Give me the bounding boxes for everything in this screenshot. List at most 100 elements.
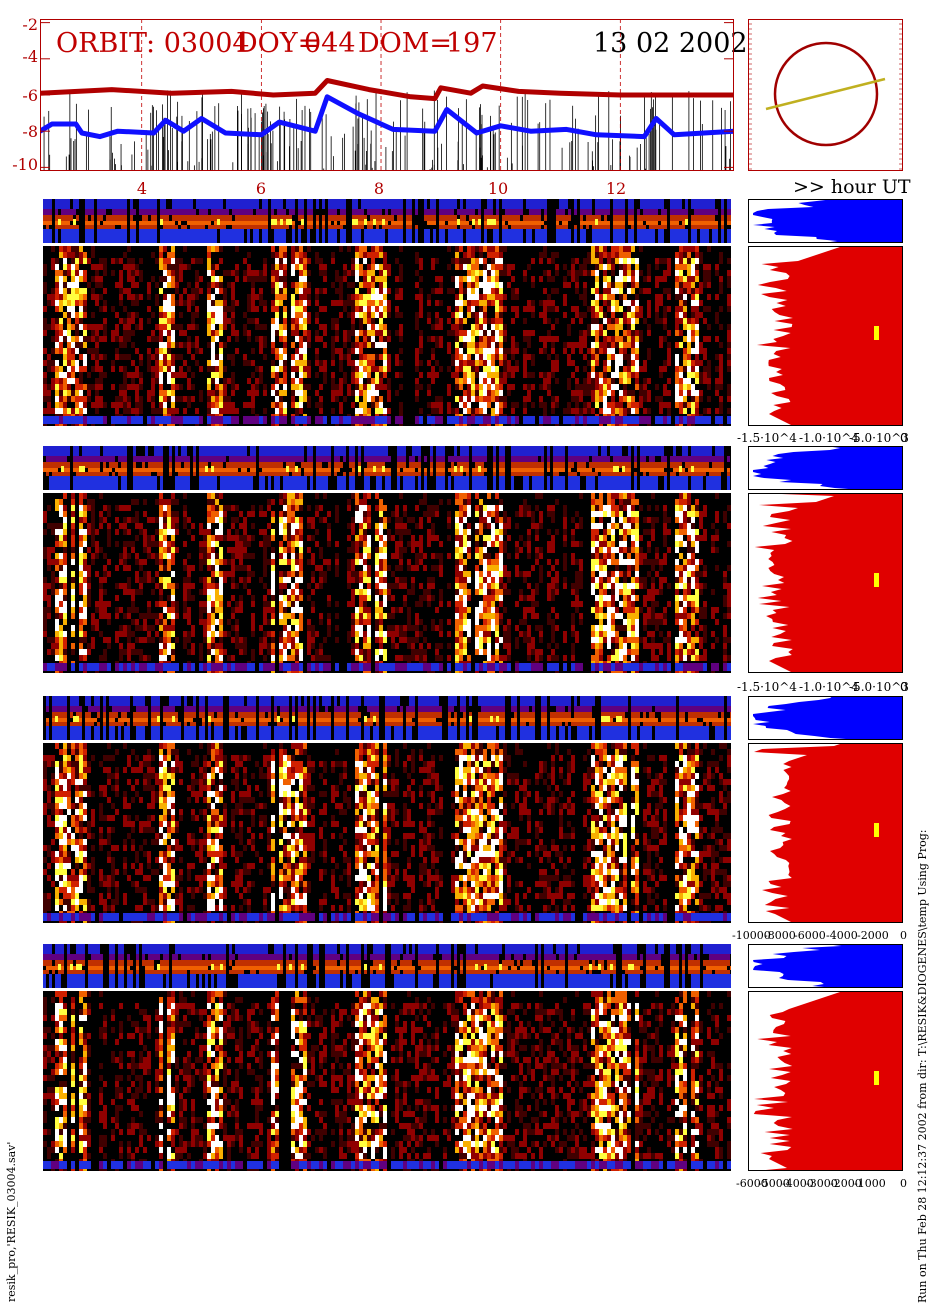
band-cell xyxy=(64,462,67,468)
band-cell xyxy=(592,199,595,209)
band-cell xyxy=(196,221,199,225)
spectrogram-cell xyxy=(475,390,479,396)
spectrogram-cell xyxy=(619,360,623,366)
band-cell xyxy=(208,225,211,229)
spectrogram-column xyxy=(175,258,179,424)
band-cell xyxy=(442,229,445,243)
band-cell xyxy=(253,229,256,243)
spectrogram-cell xyxy=(315,416,319,424)
spectrogram-cell xyxy=(555,252,559,258)
spectrogram-cell xyxy=(367,282,371,288)
spectrogram-cell xyxy=(231,300,235,306)
spectrogram-cell xyxy=(523,408,527,414)
spectrogram-cell xyxy=(507,264,511,270)
spectrogram-cell xyxy=(575,288,579,294)
spectrogram-cell xyxy=(295,258,299,264)
spectrogram-cell xyxy=(603,276,607,282)
spectrogram-cell xyxy=(455,342,459,348)
band-cell xyxy=(517,209,520,215)
band-cell xyxy=(352,199,355,209)
spectrogram-cell xyxy=(147,366,151,372)
spectrogram-cell xyxy=(615,252,619,258)
band-cell xyxy=(148,215,151,221)
spectrogram-cell xyxy=(191,258,195,264)
band-cell xyxy=(253,215,256,221)
spectrogram-cell xyxy=(115,282,119,288)
band-cell xyxy=(100,476,103,490)
spectrogram-cell xyxy=(463,342,467,348)
spectrogram-cell xyxy=(555,264,559,270)
spectrogram-cell xyxy=(191,300,195,306)
spectrogram-cell xyxy=(623,312,627,318)
band-cell xyxy=(433,225,436,229)
band-cell xyxy=(160,225,163,229)
spectrogram-cell xyxy=(499,294,503,300)
band-cell xyxy=(415,215,418,221)
spectrogram-cell xyxy=(123,416,127,424)
band-cell xyxy=(145,215,148,221)
band-cell xyxy=(43,468,46,472)
spectrogram-cell xyxy=(275,312,279,318)
spectrogram-cell xyxy=(99,282,103,288)
spectrogram-cell xyxy=(551,306,555,312)
spectrogram-cell xyxy=(367,252,371,258)
band-cell xyxy=(199,209,202,215)
spectrogram-cell xyxy=(123,306,127,312)
spectrogram-cell xyxy=(155,354,159,360)
spectrogram-cell xyxy=(279,396,283,402)
band-cell xyxy=(613,225,616,229)
spectrogram-cell xyxy=(715,264,719,270)
band-cell xyxy=(712,215,715,221)
band-cell xyxy=(541,199,544,209)
spectrogram-cell xyxy=(611,318,615,324)
spectrogram-cell xyxy=(615,330,619,336)
spectrogram-cell xyxy=(599,312,603,318)
band-cell xyxy=(85,221,88,225)
spectrogram-cell xyxy=(211,348,215,354)
spectrogram-cell xyxy=(627,402,631,408)
band-cell xyxy=(106,462,109,468)
band-column xyxy=(361,199,364,243)
band-cell xyxy=(598,229,601,243)
band-cell xyxy=(619,229,622,243)
spectrogram-cell xyxy=(607,336,611,342)
spectrogram-cell xyxy=(499,360,503,366)
band-cell xyxy=(364,219,367,225)
spectrogram-cell xyxy=(719,408,723,414)
spectrogram-cell xyxy=(339,360,343,366)
x-tick-label: 12 xyxy=(605,179,627,198)
side-blue-histogram xyxy=(748,199,903,243)
band-column xyxy=(58,446,61,490)
spectrogram-cell xyxy=(155,258,159,264)
spectrogram-cell xyxy=(155,282,159,288)
spectrogram-cell xyxy=(475,246,479,252)
spectrogram-cell xyxy=(483,336,487,342)
band-column xyxy=(145,199,148,243)
spectrogram-cell xyxy=(75,396,79,402)
band-column xyxy=(226,199,229,243)
spectrogram-cell xyxy=(591,354,595,360)
spectrogram-cell xyxy=(587,402,591,408)
band-cell xyxy=(151,209,154,215)
spectrogram-cell xyxy=(303,264,307,270)
spectrogram-cell xyxy=(155,366,159,372)
spectrogram-cell xyxy=(451,276,455,282)
band-cell xyxy=(283,221,286,225)
spectrogram-column xyxy=(719,252,723,426)
spectrogram-cell xyxy=(343,264,347,270)
spectrogram-cell xyxy=(339,312,343,318)
band-column xyxy=(700,199,703,243)
spectrogram-cell xyxy=(607,354,611,360)
spectrogram-cell xyxy=(419,276,423,282)
band-cell xyxy=(466,199,469,209)
band-cell xyxy=(229,225,232,229)
band-cell xyxy=(322,229,325,243)
spectrogram-cell xyxy=(703,372,707,378)
spectrogram-cell xyxy=(603,330,607,336)
spectrogram-cell xyxy=(279,378,283,384)
spectrogram-cell xyxy=(495,306,499,312)
band-cell xyxy=(391,199,394,209)
spectrogram-cell xyxy=(195,408,199,414)
spectrogram-column xyxy=(235,246,239,424)
spectrogram-cell xyxy=(543,300,547,306)
